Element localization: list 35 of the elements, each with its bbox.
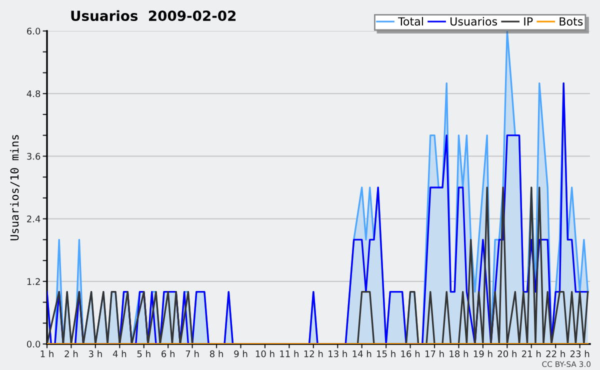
x-tick-label: 15 h (377, 350, 396, 358)
y-axis-title: Usuarios/10 mins (10, 135, 20, 240)
legend-label: Bots (560, 17, 583, 26)
x-tick-label: 19 h (474, 350, 492, 358)
x-tick-label: 9 h (234, 350, 248, 358)
y-tick-label: 4.8 (26, 90, 40, 98)
y-tick-label: 2.4 (27, 216, 40, 222)
x-tick-label: 4 h (112, 350, 126, 358)
x-tick-label: 16 h (401, 350, 420, 358)
x-tick-label: 13 h (328, 350, 347, 358)
x-tick-label: 23 h (570, 350, 590, 358)
x-tick-label: 14 h (352, 350, 372, 358)
x-tick-label: 18 h (450, 350, 468, 358)
x-tick-label: 21 h (522, 350, 541, 358)
y-tick-label: 3.6 (27, 152, 40, 160)
legend-label: IP (524, 17, 533, 26)
x-tick-label: 5 h (137, 350, 150, 358)
x-tick-label: 20 h (498, 350, 516, 358)
y-tick-label: 1.2 (27, 278, 40, 285)
x-tick-label: 8 h (210, 350, 223, 358)
x-tick-label: 1 h (40, 350, 54, 358)
legend-label: Usuarios (450, 17, 498, 26)
x-tick-label: 22 h (546, 350, 565, 358)
x-tick-label: 10 h (256, 350, 274, 358)
legend-label: Total (398, 17, 423, 26)
x-tick-label: 2 h (64, 350, 78, 358)
y-tick-label: 6.0 (27, 28, 40, 35)
x-tick-label: 6 h (162, 350, 174, 358)
x-tick-label: 17 h (425, 350, 444, 358)
x-tick-label: 7 h (186, 350, 199, 358)
chart-title: Usuarios 2009-02-02 (71, 10, 236, 22)
y-tick-label: 0.0 (26, 340, 40, 348)
x-tick-label: 11 h (280, 350, 298, 358)
x-tick-label: 12 h (304, 350, 323, 358)
x-tick-label: 3 h (88, 350, 102, 358)
